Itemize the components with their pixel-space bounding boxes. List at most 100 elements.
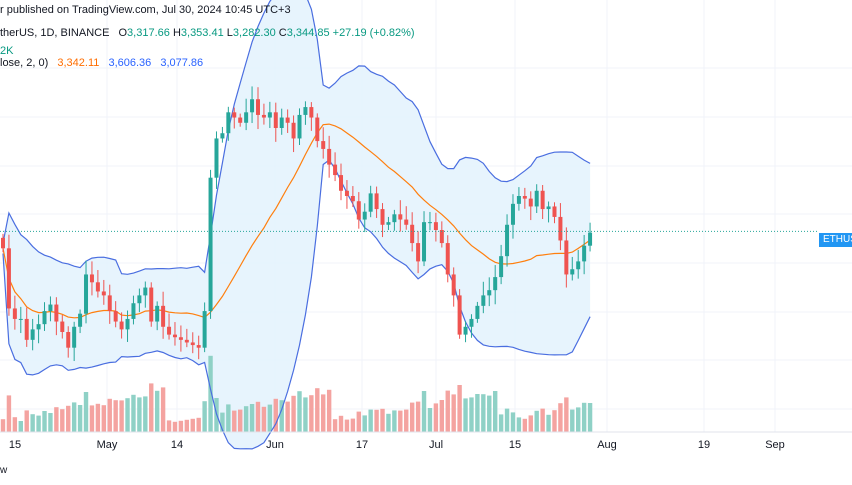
- candle-body: [356, 201, 361, 220]
- volume-bar: [427, 408, 433, 432]
- candle-body: [12, 308, 17, 319]
- candle-body: [505, 224, 510, 257]
- volume-bar: [326, 389, 332, 432]
- bollinger-upper-value: 3,606.36: [108, 57, 152, 69]
- bollinger-basis-value: 3,342.11: [57, 57, 100, 69]
- candle-body: [72, 326, 77, 348]
- symbol-info-line: therUS, 1D, BINANCE O3,317.66 H3,353.41 …: [0, 26, 415, 40]
- volume-bar: [463, 398, 468, 432]
- candle-body: [516, 196, 521, 204]
- volume-bar: [332, 419, 338, 432]
- candle-body: [178, 337, 183, 340]
- candle-body: [588, 232, 593, 246]
- candle-body: [208, 177, 213, 312]
- candle-body: [451, 274, 456, 296]
- volume-bar: [267, 404, 273, 432]
- volume-bar: [475, 394, 480, 432]
- candle-body: [54, 304, 59, 322]
- high-label: H: [172, 27, 181, 39]
- volume-bar: [356, 411, 361, 432]
- candle-body: [285, 117, 290, 123]
- volume-bar: [232, 410, 237, 432]
- volume-bar: [303, 397, 308, 432]
- x-tick: May: [96, 439, 118, 451]
- volume-bar: [392, 410, 397, 432]
- volume-bar: [297, 391, 302, 432]
- candle-body: [84, 274, 89, 314]
- volume-bar: [338, 415, 344, 432]
- volume-bar: [291, 395, 296, 432]
- candle-body: [202, 311, 207, 348]
- volume-bar: [451, 394, 456, 432]
- volume-bar: [89, 405, 95, 432]
- candle-body: [273, 112, 278, 128]
- volume-bar: [255, 401, 261, 432]
- volume-bar: [166, 420, 172, 432]
- candle-body: [422, 222, 427, 262]
- bollinger-basis-line: [2, 123, 591, 319]
- x-tick: Jul: [428, 439, 444, 451]
- volume-bar: [196, 417, 201, 432]
- candle-body: [564, 240, 569, 275]
- volume-bar: [261, 406, 267, 432]
- volume-bar: [107, 398, 112, 432]
- volume-bar: [137, 397, 142, 432]
- volume-bar: [119, 400, 124, 432]
- candle-body: [303, 107, 308, 115]
- candle-body: [463, 326, 468, 335]
- volume-bar: [249, 404, 255, 432]
- volume-bar: [362, 415, 367, 432]
- volume-bar: [77, 405, 83, 432]
- volume-bar: [433, 403, 439, 432]
- volume-bar: [386, 413, 391, 432]
- candle-body: [576, 261, 581, 270]
- close-label: C: [278, 27, 287, 39]
- candle-body: [339, 175, 344, 191]
- open-label: O: [118, 27, 128, 39]
- candle-body: [36, 324, 41, 330]
- volume-bar: [404, 409, 409, 432]
- candle-body: [534, 190, 539, 207]
- volume-bar: [374, 409, 379, 432]
- volume-bar: [66, 405, 71, 432]
- candle-body: [244, 112, 249, 123]
- candle-body: [226, 112, 231, 134]
- volume-bar: [71, 402, 77, 432]
- volume-bar: [238, 409, 243, 432]
- candle-body: [66, 332, 71, 348]
- candle-body: [398, 214, 403, 220]
- candle-body: [60, 321, 65, 332]
- candle-body: [439, 230, 444, 244]
- candle-body: [404, 219, 409, 225]
- candle-body: [510, 203, 515, 225]
- volume-bar: [202, 401, 207, 432]
- volume-bar: [54, 407, 59, 432]
- candle-body: [582, 245, 587, 262]
- bollinger-fill: [3, 0, 591, 449]
- volume-bar: [421, 391, 427, 432]
- volume-bar: [285, 401, 290, 432]
- candle-body: [546, 206, 551, 210]
- candle-body: [469, 318, 474, 327]
- candle-body: [315, 117, 320, 142]
- candle-body: [250, 99, 255, 113]
- candle-body: [445, 243, 450, 275]
- volume-bar: [540, 408, 545, 432]
- candle-body: [457, 295, 462, 335]
- volume-bar: [220, 412, 225, 432]
- volume-bar: [95, 403, 101, 432]
- footer-text: w: [0, 465, 8, 476]
- volume-bar: [172, 421, 178, 432]
- volume-bar: [243, 406, 249, 432]
- volume-bar: [101, 405, 107, 432]
- symbol-text: therUS, 1D, BINANCE: [0, 27, 110, 39]
- x-tick: Sep: [765, 439, 785, 451]
- candle-body: [552, 206, 557, 217]
- candle-body: [161, 305, 166, 327]
- current-price-badge: ETHUS: [819, 233, 852, 247]
- candle-body: [119, 321, 124, 330]
- candle-body: [309, 107, 314, 118]
- candle-body: [386, 222, 391, 225]
